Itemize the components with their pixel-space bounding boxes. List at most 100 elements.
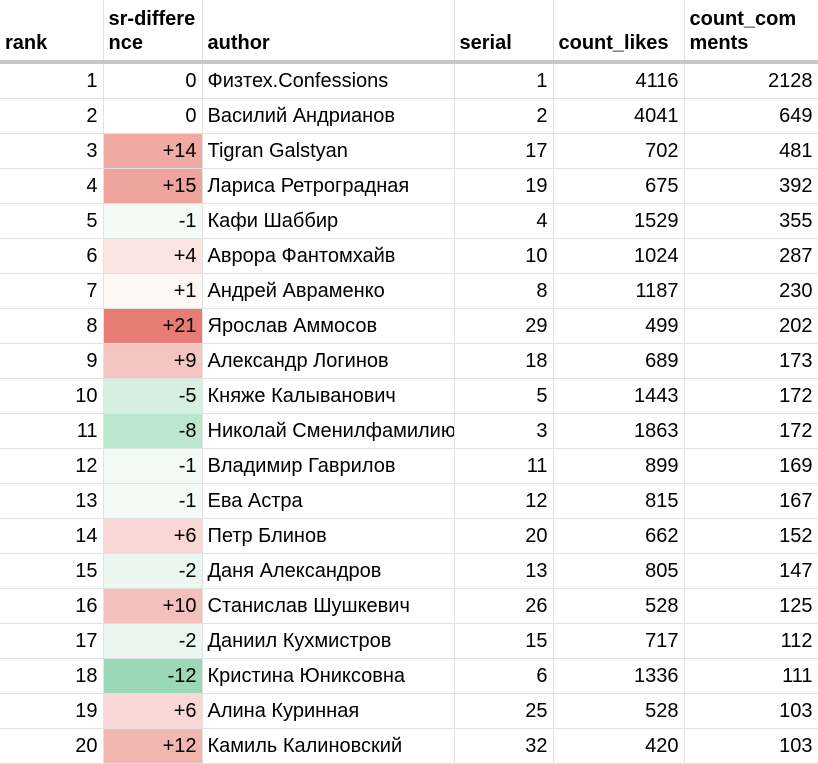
cell-serial[interactable]: 32 <box>454 728 554 764</box>
cell-count-likes[interactable]: 4116 <box>553 62 685 99</box>
cell-count-likes[interactable]: 499 <box>553 308 685 344</box>
cell-author[interactable]: Кафи Шаббир <box>202 203 455 239</box>
cell-sr-difference[interactable]: +10 <box>103 588 203 624</box>
cell-serial[interactable]: 13 <box>454 553 554 589</box>
cell-count-likes[interactable]: 805 <box>553 553 685 589</box>
cell-author[interactable]: Станислав Шушкевич <box>202 588 455 624</box>
cell-author[interactable]: Камиль Калиновский <box>202 728 455 764</box>
cell-count-comments[interactable]: 111 <box>684 658 818 694</box>
cell-count-likes[interactable]: 689 <box>553 343 685 379</box>
cell-count-comments[interactable]: 147 <box>684 553 818 589</box>
cell-rank[interactable]: 19 <box>0 693 104 729</box>
cell-count-comments[interactable]: 392 <box>684 168 818 204</box>
cell-serial[interactable]: 5 <box>454 378 554 414</box>
cell-count-likes[interactable]: 528 <box>553 693 685 729</box>
cell-author[interactable]: Николай Сменилфамилию <box>202 413 455 449</box>
cell-count-likes[interactable]: 4041 <box>553 98 685 134</box>
cell-sr-difference[interactable]: -12 <box>103 658 203 694</box>
cell-sr-difference[interactable]: 0 <box>103 98 203 134</box>
cell-count-comments[interactable]: 173 <box>684 343 818 379</box>
cell-rank[interactable]: 9 <box>0 343 104 379</box>
cell-count-likes[interactable]: 1187 <box>553 273 685 309</box>
cell-sr-difference[interactable]: +4 <box>103 238 203 274</box>
cell-count-likes[interactable]: 717 <box>553 623 685 659</box>
cell-serial[interactable]: 11 <box>454 448 554 484</box>
cell-count-likes[interactable]: 528 <box>553 588 685 624</box>
cell-rank[interactable]: 6 <box>0 238 104 274</box>
cell-count-comments[interactable]: 112 <box>684 623 818 659</box>
cell-count-comments[interactable]: 169 <box>684 448 818 484</box>
cell-rank[interactable]: 15 <box>0 553 104 589</box>
cell-count-comments[interactable]: 2128 <box>684 62 818 99</box>
cell-count-comments[interactable]: 167 <box>684 483 818 519</box>
cell-count-comments[interactable]: 172 <box>684 378 818 414</box>
cell-count-likes[interactable]: 675 <box>553 168 685 204</box>
cell-author[interactable]: Алина Куринная <box>202 693 455 729</box>
cell-author[interactable]: Кристина Юниксовна <box>202 658 455 694</box>
header-cell-author[interactable]: author <box>202 0 455 64</box>
cell-rank[interactable]: 1 <box>0 62 104 99</box>
cell-serial[interactable]: 26 <box>454 588 554 624</box>
cell-author[interactable]: Лариса Ретроградная <box>202 168 455 204</box>
cell-count-likes[interactable]: 702 <box>553 133 685 169</box>
cell-count-likes[interactable]: 1443 <box>553 378 685 414</box>
cell-sr-difference[interactable]: +1 <box>103 273 203 309</box>
header-cell-count-comments[interactable]: count_comments <box>684 0 818 64</box>
cell-author[interactable]: Петр Блинов <box>202 518 455 554</box>
cell-author[interactable]: Василий Андрианов <box>202 98 455 134</box>
cell-serial[interactable]: 15 <box>454 623 554 659</box>
cell-rank[interactable]: 13 <box>0 483 104 519</box>
cell-sr-difference[interactable]: 0 <box>103 62 203 99</box>
cell-serial[interactable]: 20 <box>454 518 554 554</box>
cell-sr-difference[interactable]: -1 <box>103 483 203 519</box>
cell-count-comments[interactable]: 230 <box>684 273 818 309</box>
cell-count-comments[interactable]: 287 <box>684 238 818 274</box>
cell-serial[interactable]: 8 <box>454 273 554 309</box>
cell-author[interactable]: Даниил Кухмистров <box>202 623 455 659</box>
cell-serial[interactable]: 12 <box>454 483 554 519</box>
cell-author[interactable]: Андрей Авраменко <box>202 273 455 309</box>
cell-sr-difference[interactable]: +15 <box>103 168 203 204</box>
cell-rank[interactable]: 4 <box>0 168 104 204</box>
cell-rank[interactable]: 5 <box>0 203 104 239</box>
cell-count-likes[interactable]: 1529 <box>553 203 685 239</box>
cell-serial[interactable]: 10 <box>454 238 554 274</box>
cell-serial[interactable]: 1 <box>454 62 554 99</box>
cell-rank[interactable]: 7 <box>0 273 104 309</box>
cell-count-comments[interactable]: 355 <box>684 203 818 239</box>
cell-sr-difference[interactable]: -1 <box>103 448 203 484</box>
cell-sr-difference[interactable]: +12 <box>103 728 203 764</box>
cell-sr-difference[interactable]: +6 <box>103 693 203 729</box>
cell-count-comments[interactable]: 103 <box>684 728 818 764</box>
cell-count-likes[interactable]: 1863 <box>553 413 685 449</box>
cell-sr-difference[interactable]: -1 <box>103 203 203 239</box>
cell-rank[interactable]: 11 <box>0 413 104 449</box>
cell-rank[interactable]: 12 <box>0 448 104 484</box>
header-cell-serial[interactable]: serial <box>454 0 554 64</box>
cell-serial[interactable]: 4 <box>454 203 554 239</box>
cell-author[interactable]: Ева Астра <box>202 483 455 519</box>
cell-author[interactable]: Владимир Гаврилов <box>202 448 455 484</box>
cell-serial[interactable]: 25 <box>454 693 554 729</box>
cell-rank[interactable]: 3 <box>0 133 104 169</box>
cell-count-comments[interactable]: 172 <box>684 413 818 449</box>
cell-rank[interactable]: 10 <box>0 378 104 414</box>
cell-sr-difference[interactable]: -2 <box>103 553 203 589</box>
cell-rank[interactable]: 17 <box>0 623 104 659</box>
cell-count-likes[interactable]: 420 <box>553 728 685 764</box>
cell-rank[interactable]: 18 <box>0 658 104 694</box>
cell-serial[interactable]: 2 <box>454 98 554 134</box>
cell-serial[interactable]: 17 <box>454 133 554 169</box>
cell-sr-difference[interactable]: +9 <box>103 343 203 379</box>
cell-count-likes[interactable]: 1024 <box>553 238 685 274</box>
cell-sr-difference[interactable]: +14 <box>103 133 203 169</box>
cell-serial[interactable]: 19 <box>454 168 554 204</box>
cell-count-comments[interactable]: 649 <box>684 98 818 134</box>
header-cell-sr-difference[interactable]: sr-difference <box>103 0 203 64</box>
cell-rank[interactable]: 16 <box>0 588 104 624</box>
cell-count-likes[interactable]: 1336 <box>553 658 685 694</box>
cell-rank[interactable]: 2 <box>0 98 104 134</box>
cell-serial[interactable]: 6 <box>454 658 554 694</box>
header-cell-count-likes[interactable]: count_likes <box>553 0 685 64</box>
cell-sr-difference[interactable]: +6 <box>103 518 203 554</box>
